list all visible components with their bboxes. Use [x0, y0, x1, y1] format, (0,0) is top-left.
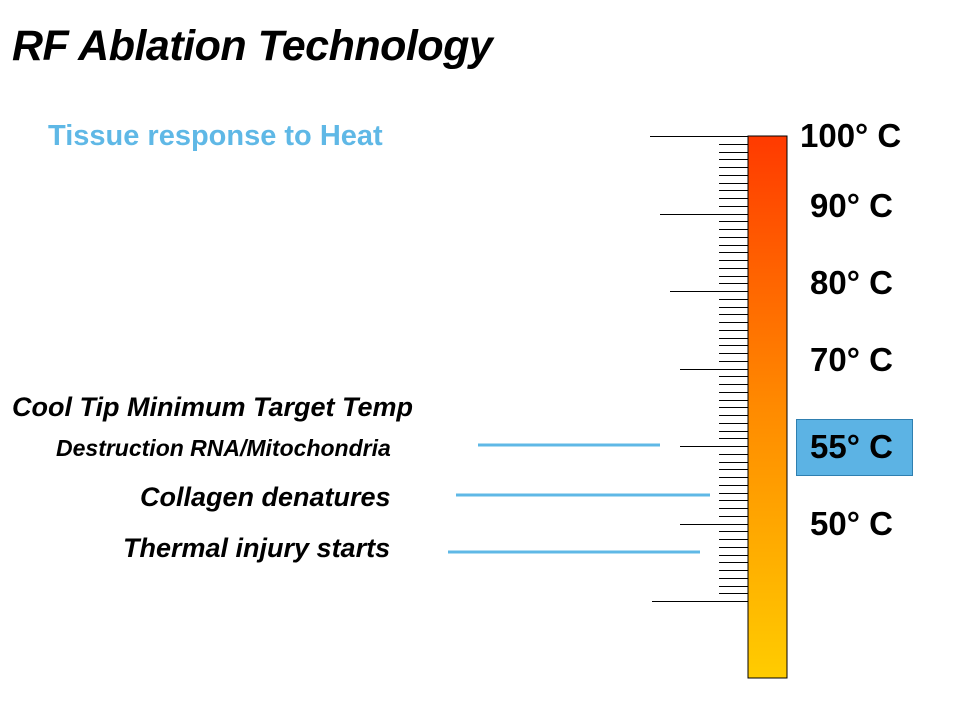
collagen-label: Collagen denatures	[140, 482, 391, 512]
temp-label-70: 70° C	[810, 341, 893, 378]
slide-title: RF Ablation Technology	[12, 22, 493, 70]
thermometer-bar	[747, 135, 788, 679]
cool-tip-label: Cool Tip Minimum Target Temp	[12, 392, 414, 422]
slide-subtitle: Tissue response to Heat	[48, 120, 383, 152]
thermal-injury-label: Thermal injury starts	[123, 533, 391, 563]
highlight-55-box	[796, 419, 913, 476]
temp-label-50: 50° C	[810, 505, 893, 542]
temp-label-80: 80° C	[810, 264, 893, 301]
temp-label-100: 100° C	[800, 117, 902, 154]
temp-label-90: 90° C	[810, 187, 893, 224]
destruction-label: Destruction RNA/Mitochondria	[56, 435, 391, 461]
scale-ticks	[650, 136, 748, 602]
temp-label-55: 55° C	[810, 428, 893, 465]
